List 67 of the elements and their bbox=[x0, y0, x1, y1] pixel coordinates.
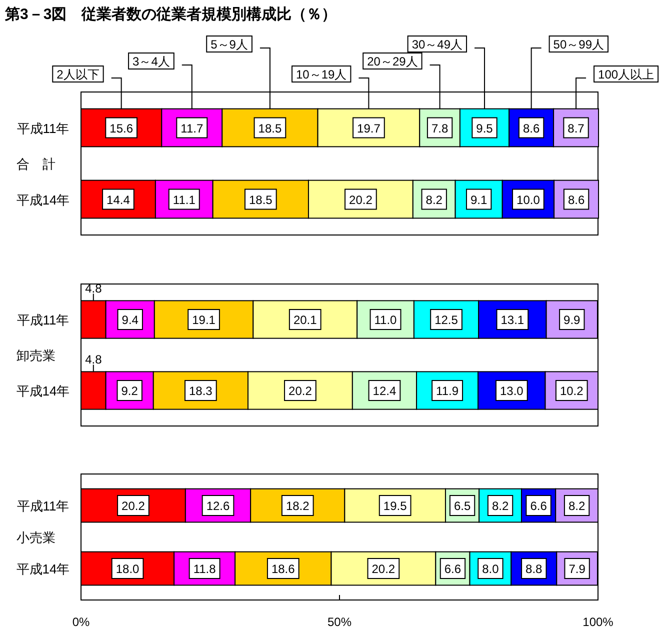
value-label: 7.8 bbox=[431, 121, 448, 136]
value-label: 8.6 bbox=[522, 121, 540, 136]
value-label: 8.2 bbox=[492, 499, 509, 513]
value-label: 18.6 bbox=[271, 562, 295, 576]
value-label: 20.2 bbox=[372, 562, 396, 576]
value-label: 18.5 bbox=[258, 121, 282, 136]
value-label: 4.8 bbox=[85, 282, 102, 296]
value-label: 6.5 bbox=[454, 499, 471, 513]
value-label: 15.6 bbox=[110, 121, 133, 136]
value-label: 11.1 bbox=[172, 192, 196, 207]
value-label: 8.2 bbox=[426, 192, 442, 207]
value-label: 11.0 bbox=[374, 313, 397, 327]
tick-label: 50% bbox=[327, 615, 352, 629]
value-label: 20.2 bbox=[288, 384, 312, 398]
category-label: 平成11年 bbox=[16, 312, 70, 328]
value-label: 14.4 bbox=[106, 192, 130, 207]
value-label: 18.5 bbox=[248, 192, 272, 207]
value-label: 8.8 bbox=[526, 562, 542, 576]
title: 第3－3図 従業者数の従業者規模別構成比（％） bbox=[5, 6, 337, 23]
legend-item: 20～29人 bbox=[362, 52, 440, 110]
value-label: 19.5 bbox=[383, 499, 407, 513]
value-label: 20.2 bbox=[122, 499, 145, 513]
category-label: 平成11年 bbox=[16, 498, 70, 514]
value-label: 8.7 bbox=[568, 121, 584, 136]
value-label: 9.1 bbox=[470, 192, 488, 207]
value-label: 20.1 bbox=[293, 313, 317, 327]
value-label: 19.7 bbox=[357, 121, 380, 136]
group-label: 合 計 bbox=[16, 156, 56, 172]
value-label: 7.9 bbox=[568, 562, 586, 576]
legend-item: 10～19人 bbox=[292, 66, 370, 110]
category-label: 平成14年 bbox=[16, 562, 70, 576]
legend-item: 3～4人 bbox=[128, 52, 192, 110]
value-label: 10.2 bbox=[560, 384, 584, 398]
value-label: 13.0 bbox=[500, 384, 524, 398]
group-label: 小売業 bbox=[16, 530, 56, 545]
category-label: 平成11年 bbox=[16, 120, 70, 136]
tick-label: 100% bbox=[582, 615, 614, 629]
category-label: 平成14年 bbox=[16, 192, 70, 208]
value-label: 18.0 bbox=[116, 562, 140, 576]
value-label: 9.5 bbox=[476, 121, 493, 136]
category-label: 平成14年 bbox=[16, 384, 70, 398]
value-label: 18.2 bbox=[286, 499, 310, 513]
tick-label: 0% bbox=[72, 615, 90, 629]
value-label: 4.8 bbox=[85, 352, 102, 367]
value-label: 19.1 bbox=[192, 313, 216, 327]
value-label: 12.6 bbox=[206, 499, 230, 513]
group-label: 卸売業 bbox=[16, 348, 56, 363]
value-label: 6.6 bbox=[444, 562, 462, 576]
value-label: 18.3 bbox=[189, 384, 212, 398]
value-label: 9.2 bbox=[121, 384, 138, 398]
value-label: 12.5 bbox=[434, 313, 458, 327]
value-label: 11.8 bbox=[193, 562, 216, 576]
value-label: 6.6 bbox=[530, 499, 547, 513]
value-label: 13.1 bbox=[500, 313, 524, 327]
value-label: 11.9 bbox=[436, 384, 459, 398]
value-label: 8.6 bbox=[568, 192, 585, 207]
value-label: 10.0 bbox=[516, 192, 540, 207]
value-label: 9.9 bbox=[564, 313, 580, 327]
value-label: 12.4 bbox=[372, 384, 396, 398]
value-label: 9.4 bbox=[122, 313, 138, 327]
value-label: 8.2 bbox=[568, 499, 586, 513]
value-label: 11.7 bbox=[180, 121, 204, 136]
value-label: 20.2 bbox=[349, 192, 372, 207]
legend-item: 100人以上 bbox=[576, 66, 659, 110]
legend-item: 2人以下 bbox=[52, 66, 122, 110]
legend-item: 5～9人 bbox=[206, 36, 270, 110]
value-label: 8.0 bbox=[482, 562, 499, 576]
